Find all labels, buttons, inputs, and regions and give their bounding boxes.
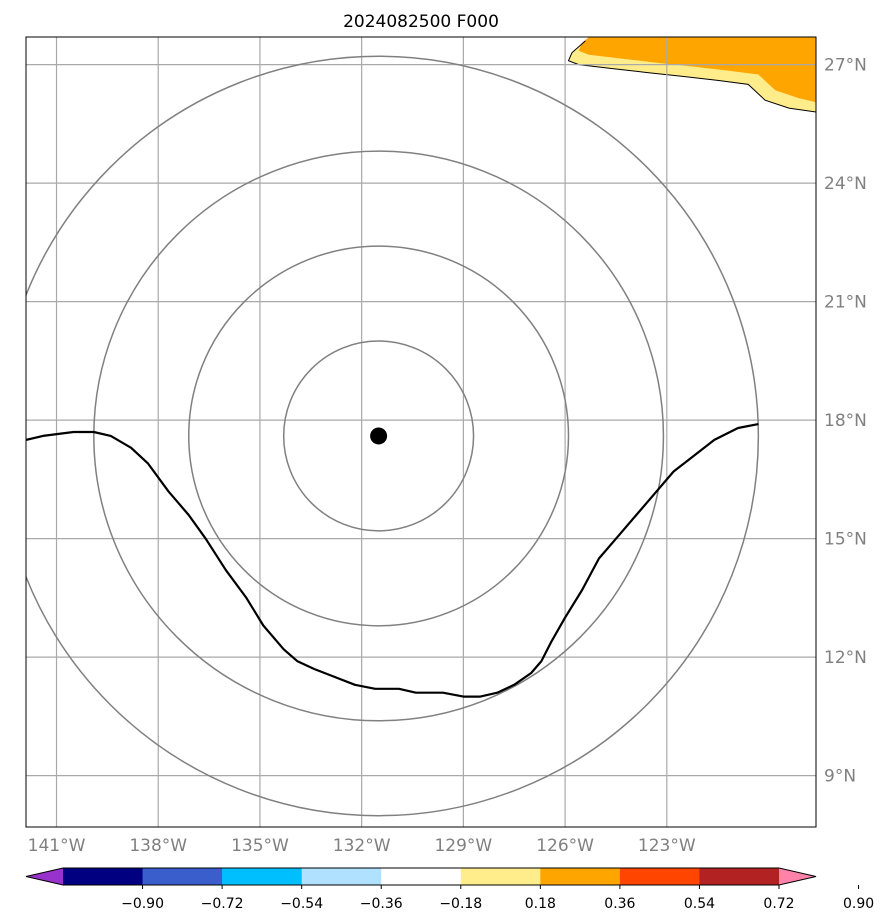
field-fill-layer [567, 37, 816, 113]
latitude-tick-label: 18°N [824, 411, 867, 431]
longitude-tick-label: 138°W [129, 836, 187, 856]
latitude-labels: 9°N 12°N 15°N 18°N 21°N 24°N 27°N [824, 56, 867, 787]
contour-line [26, 423, 759, 698]
colorbar-segment [222, 868, 303, 885]
colorbar-outline [25, 867, 817, 886]
colorbar-segment [460, 868, 541, 885]
colorbar-tick-label: −0.72 [201, 896, 244, 912]
range-ring [93, 150, 665, 722]
longitude-labels: 141°W 138°W 135°W 132°W 129°W 126°W 123°W [28, 836, 696, 856]
map-background [26, 37, 816, 827]
colorbar-segment [699, 868, 780, 885]
latitude-tick-label: 15°N [824, 530, 867, 550]
colorbar-tick-labels: −0.90 −0.72 −0.54 −0.36 −0.18 0.18 0.36 0.54 0.7… [121, 896, 874, 912]
longitude-tick-label: 129°W [434, 836, 492, 856]
colorbar-segment [301, 868, 382, 885]
storm-center-marker [370, 427, 388, 445]
range-rings [26, 55, 759, 817]
latitude-tick-label: 9°N [824, 767, 856, 787]
latitude-tick-label: 24°N [824, 174, 867, 194]
colorbar-segment [142, 868, 223, 885]
colorbar-tick-label: −0.54 [280, 896, 323, 912]
longitude-tick-label: 132°W [333, 836, 391, 856]
field-fill-orange [578, 37, 816, 103]
colorbar-tick-label: 0.90 [843, 896, 874, 912]
storm-center-layer [370, 427, 388, 445]
colorbar-tick-label: −0.90 [121, 896, 164, 912]
coastline [567, 37, 816, 113]
latitude-tick-label: 21°N [824, 293, 867, 313]
colorbar-segment [63, 868, 144, 885]
colorbar [25, 867, 860, 889]
longitude-tick-label: 123°W [638, 836, 696, 856]
range-ring [26, 55, 759, 817]
map-panel [25, 36, 817, 828]
colorbar-tick-label: 0.18 [525, 896, 556, 912]
colorbar-tick-label: −0.18 [439, 896, 482, 912]
map-frame [25, 36, 817, 828]
map-title: 2024082500 F000 [343, 12, 499, 32]
longitude-tick-label: 141°W [28, 836, 86, 856]
colorbar-segment [619, 868, 700, 885]
colorbar-extend-low [26, 868, 63, 885]
longitude-tick-label: 135°W [231, 836, 289, 856]
latitude-tick-label: 27°N [824, 56, 867, 76]
colorbar-tick-label: 0.72 [763, 896, 794, 912]
range-ring [282, 340, 475, 532]
colorbar-segment [540, 868, 621, 885]
colorbar-segment [381, 868, 462, 885]
colorbar-tick-label: 0.36 [604, 896, 635, 912]
range-ring [187, 245, 570, 627]
colorbar-extend-high [779, 868, 816, 885]
colorbar-tick-label: 0.54 [684, 896, 715, 912]
longitude-tick-label: 126°W [536, 836, 594, 856]
latitude-tick-label: 12°N [824, 648, 867, 668]
colorbar-tick-label: −0.36 [360, 896, 403, 912]
contour-layer [26, 423, 759, 698]
